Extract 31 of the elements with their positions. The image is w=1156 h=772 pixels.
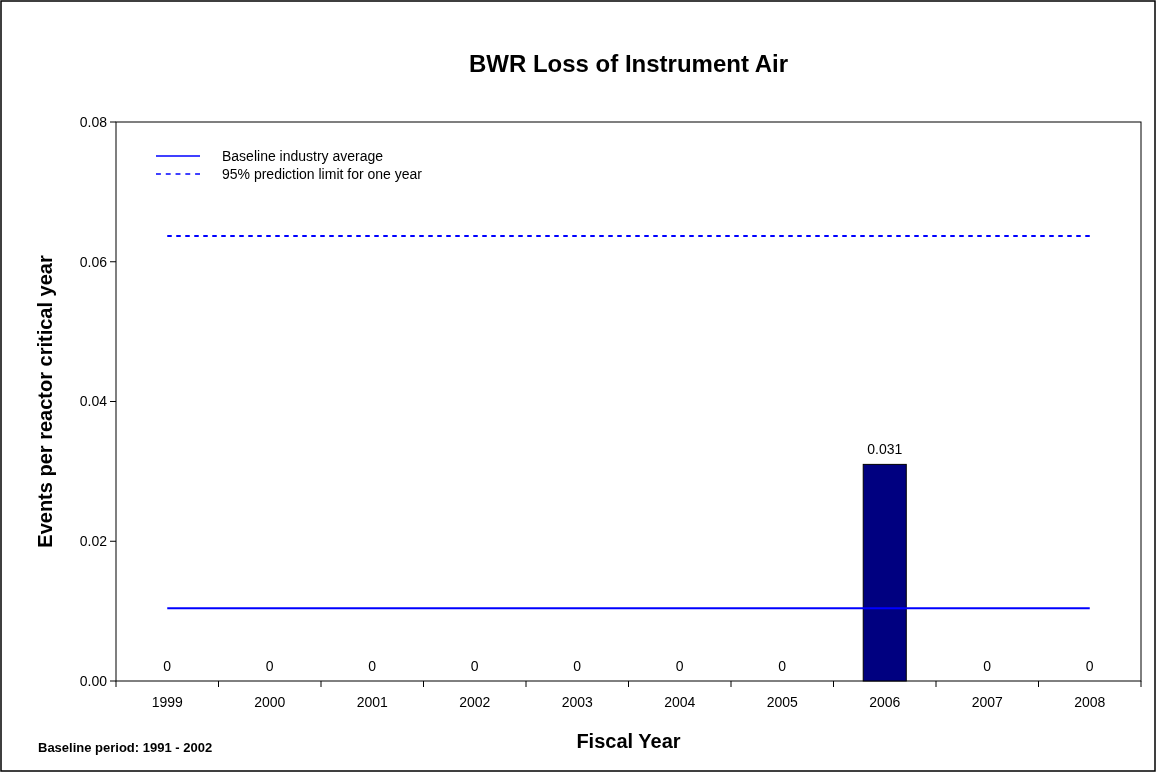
x-tick-label: 2000 bbox=[254, 694, 286, 710]
data-label: 0 bbox=[163, 658, 172, 674]
y-tick-label: 0.04 bbox=[79, 393, 108, 410]
chart-title: BWR Loss of Instrument Air bbox=[468, 50, 789, 77]
data-label: 0 bbox=[573, 658, 582, 674]
x-tick-label: 2007 bbox=[971, 694, 1004, 710]
x-tick-label: 2003 bbox=[561, 694, 594, 710]
data-label: 0.031 bbox=[867, 441, 903, 458]
y-tick-label: 0.06 bbox=[79, 253, 108, 270]
x-tick-label: 2001 bbox=[356, 694, 389, 710]
y-axis-title: Events per reactor critical year bbox=[34, 255, 56, 548]
x-tick-label: 2008 bbox=[1074, 694, 1106, 710]
data-label: 0 bbox=[778, 658, 787, 674]
x-tick-label: 2002 bbox=[459, 694, 491, 710]
data-label: 0 bbox=[675, 658, 684, 674]
y-tick-label: 0.08 bbox=[79, 113, 108, 130]
x-tick-label: 1999 bbox=[151, 694, 184, 710]
x-tick-label: 2006 bbox=[869, 694, 901, 710]
y-tick-label: 0.00 bbox=[79, 672, 108, 689]
data-label: 0 bbox=[265, 658, 274, 674]
y-tick-label: 0.02 bbox=[79, 533, 108, 550]
text: Baseline period: 1991 - 2002 bbox=[38, 740, 213, 755]
data-label: 0 bbox=[470, 658, 479, 674]
data-label: 0 bbox=[1085, 658, 1094, 674]
x-tick-label: 2004 bbox=[664, 694, 696, 710]
data-label: 0 bbox=[368, 658, 377, 674]
legend-label: Baseline industry average bbox=[222, 147, 384, 164]
legend-label: 95% prediction limit for one year bbox=[222, 165, 423, 182]
x-axis-title: Fiscal Year bbox=[576, 730, 681, 752]
data-label: 0 bbox=[983, 658, 992, 674]
x-tick-label: 2005 bbox=[766, 694, 799, 710]
